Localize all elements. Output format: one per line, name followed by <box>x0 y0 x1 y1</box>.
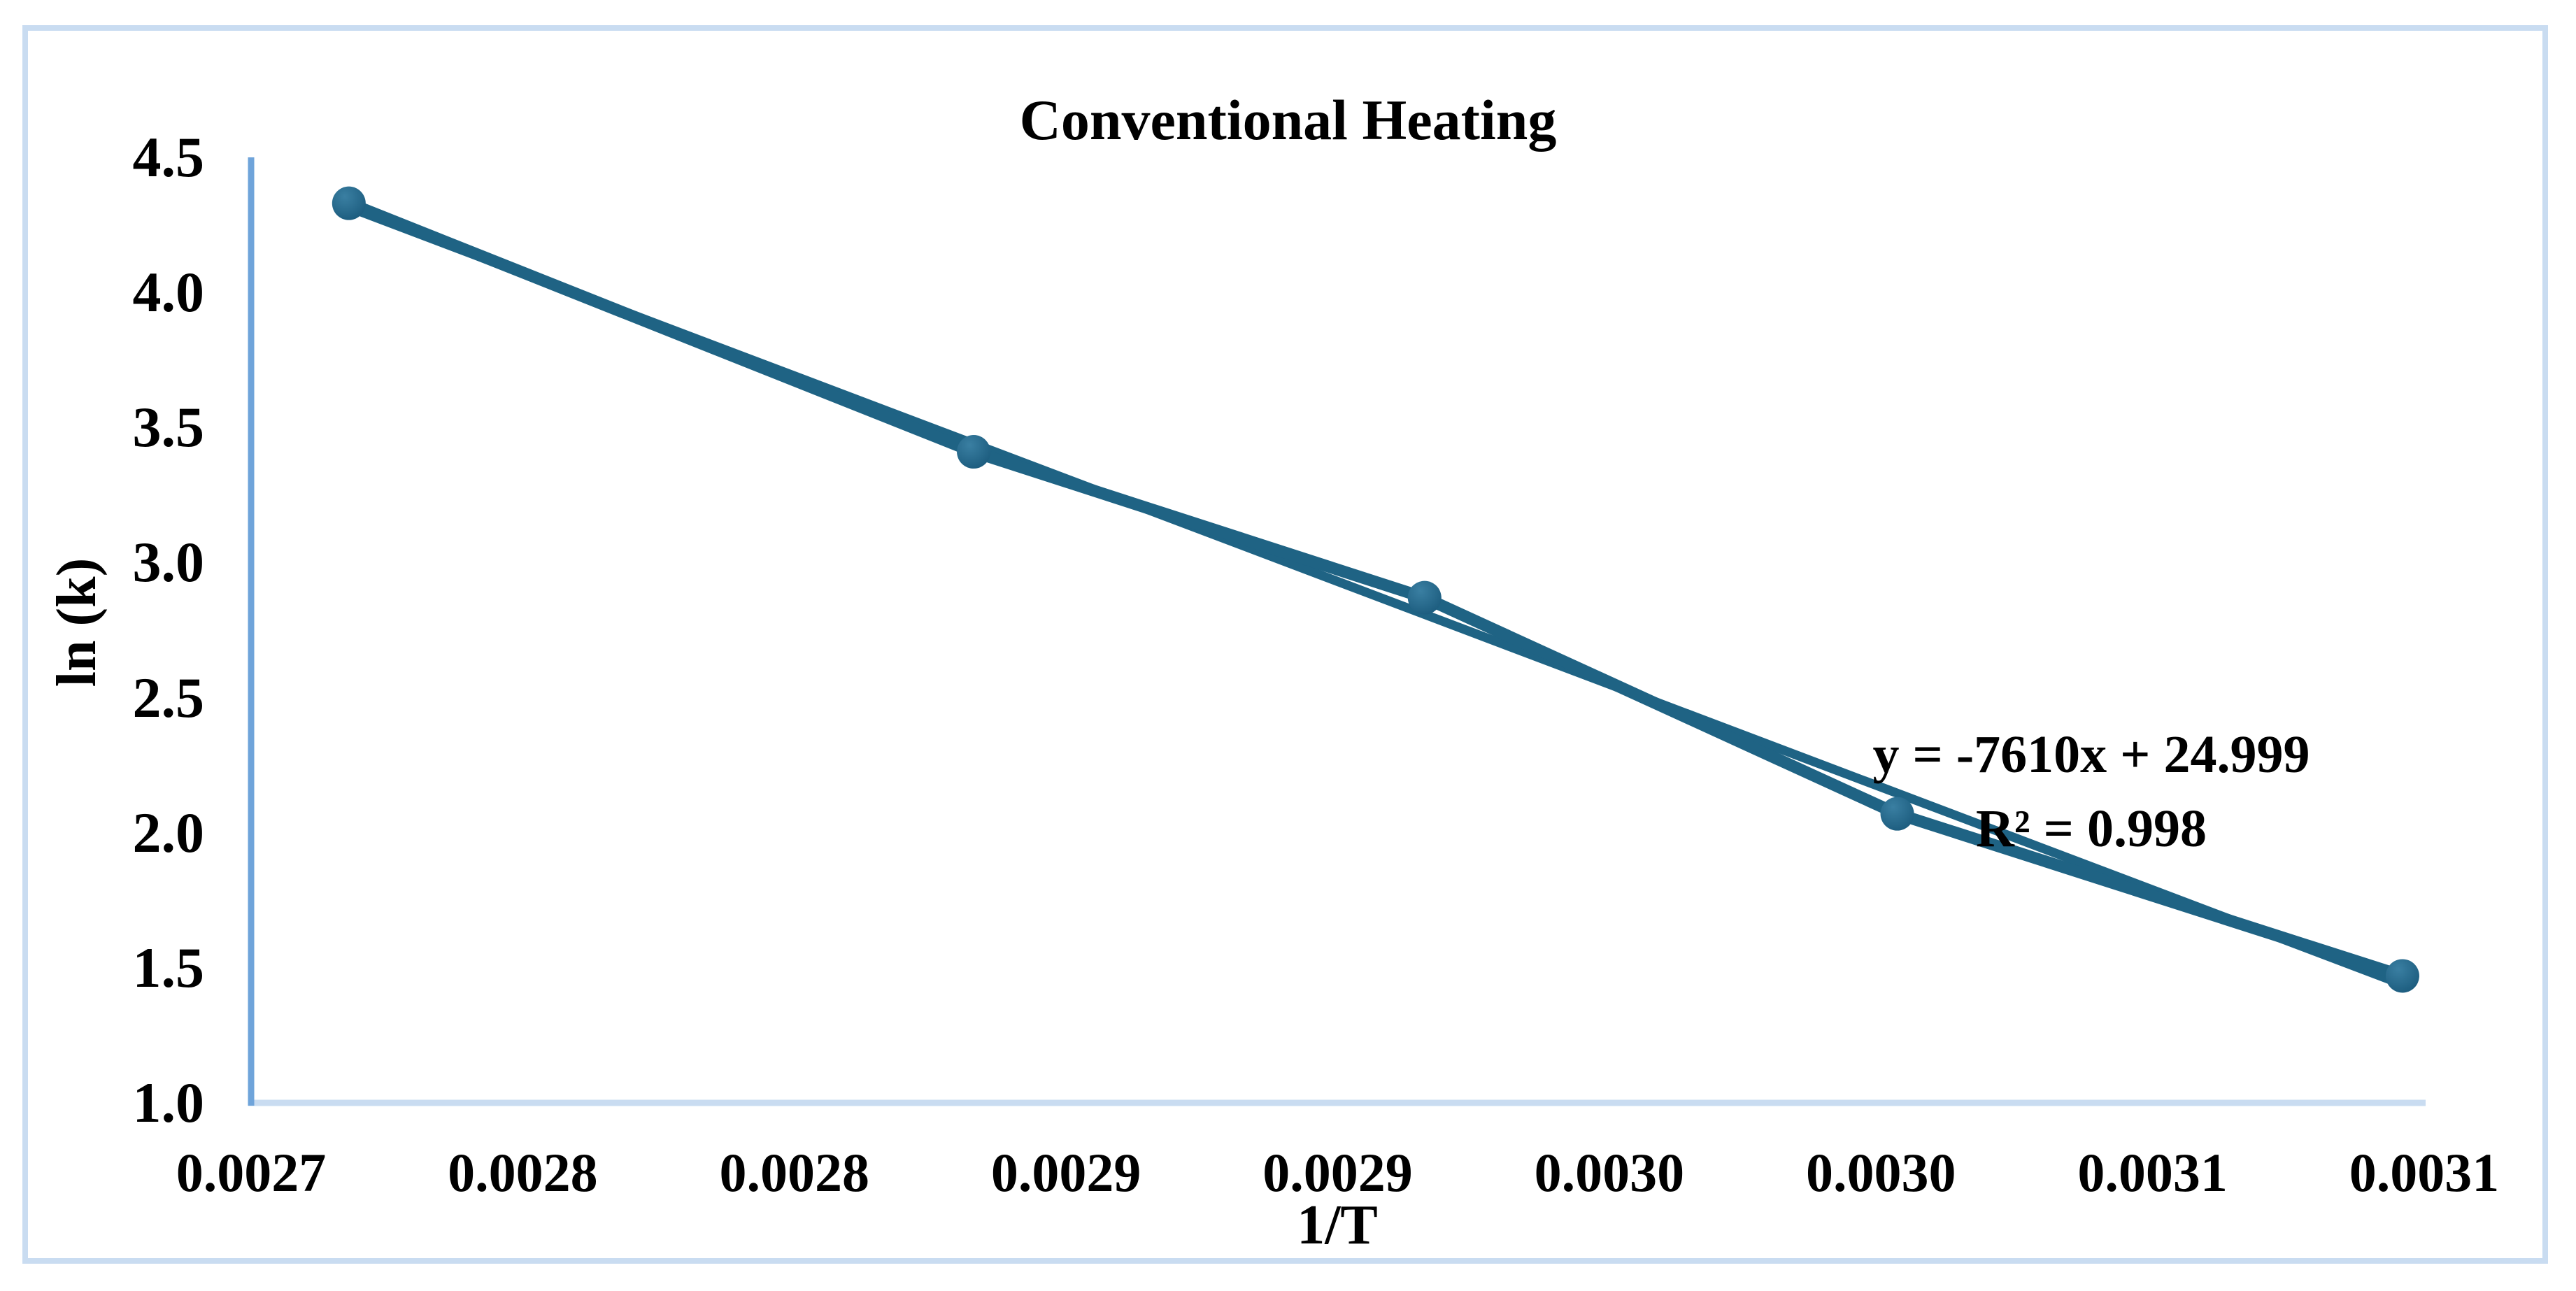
trendline-annotation: y = -7610x + 24.999 R² = 0.998 <box>1812 718 2371 866</box>
x-tick-label: 0.0028 <box>719 1142 870 1203</box>
axes <box>248 157 2426 1106</box>
y-tick-label: 2.5 <box>132 665 205 729</box>
x-tick-label: 0.0029 <box>990 1142 1141 1203</box>
x-tick-label: 0.0031 <box>2349 1142 2500 1203</box>
chart-title: Conventional Heating <box>1019 88 1557 152</box>
data-point-marker <box>332 186 366 220</box>
data-point-marker <box>2385 959 2419 993</box>
data-series <box>332 186 2419 993</box>
y-tick-label: 4.5 <box>132 125 205 189</box>
y-tick-label: 3.0 <box>132 530 205 594</box>
x-tick-label: 0.0031 <box>2077 1142 2228 1203</box>
y-tick-label: 4.0 <box>132 260 205 324</box>
x-tick-label: 0.0028 <box>448 1142 598 1203</box>
y-axis-title: ln (k) <box>45 557 108 687</box>
data-point-marker <box>1407 580 1442 615</box>
trendline-r-squared: R² = 0.998 <box>1976 799 2207 858</box>
data-point-marker <box>957 435 991 469</box>
y-tick-label: 1.0 <box>132 1071 205 1134</box>
y-tick-label: 1.5 <box>132 935 205 999</box>
x-axis-title: 1/T <box>1297 1194 1378 1256</box>
x-tick-label: 0.0027 <box>176 1142 327 1203</box>
x-tick-label: 0.0030 <box>1534 1142 1685 1203</box>
y-tick-label: 3.5 <box>132 395 205 459</box>
chart-border-frame <box>22 25 2548 1264</box>
trendline-equation: y = -7610x + 24.999 <box>1872 725 2310 784</box>
x-tick-label: 0.0029 <box>1262 1142 1413 1203</box>
x-tick-label: 0.0030 <box>1806 1142 1956 1203</box>
data-point-marker <box>1880 797 1914 831</box>
y-tick-label: 2.0 <box>132 800 205 864</box>
